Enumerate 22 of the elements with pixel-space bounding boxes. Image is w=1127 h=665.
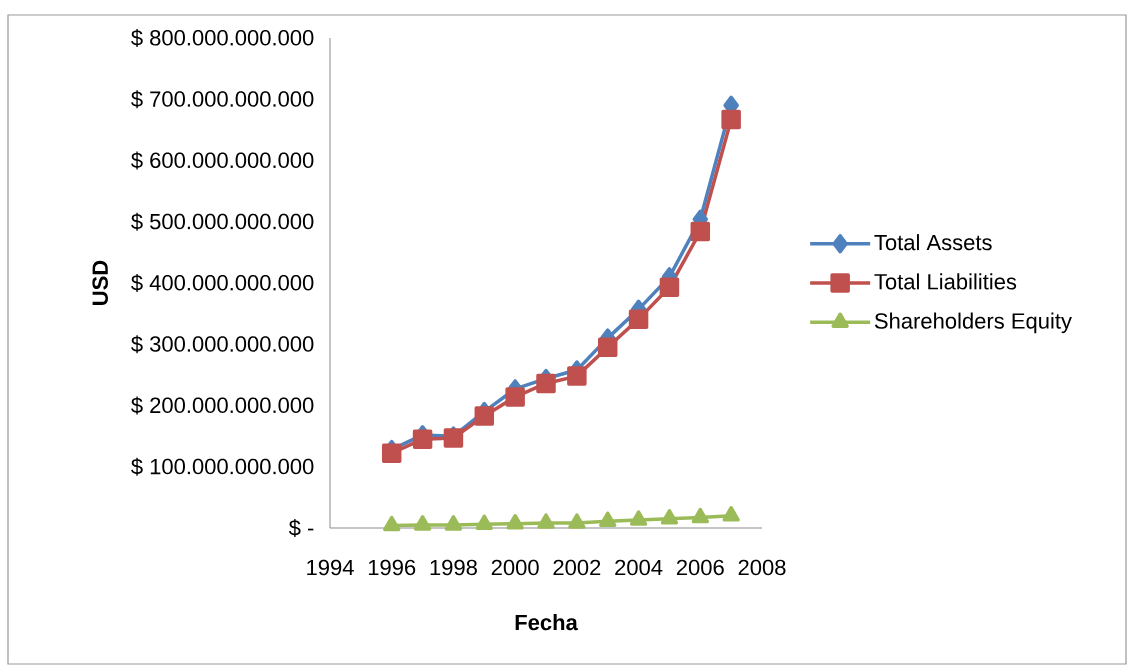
y-tick-label: $ 200.000.000.000 <box>131 396 314 415</box>
y-tick-label: $ - <box>288 519 314 537</box>
x-tick-label: 2000 <box>491 559 539 576</box>
x-tick-label: 2006 <box>676 559 724 576</box>
x-tick-label: 2008 <box>738 559 786 576</box>
x-tick-label: 1996 <box>368 559 416 576</box>
x-tick-label: 2004 <box>615 559 663 576</box>
y-tick-label: $ 500.000.000.000 <box>131 212 314 231</box>
x-axis-title: Fecha <box>515 614 578 631</box>
x-tick-label: 1998 <box>430 559 477 576</box>
y-tick-label: $ 700.000.000.000 <box>131 90 314 109</box>
legend-label: Shareholders Equity <box>874 312 1072 334</box>
x-tick-label: 1994 <box>307 559 354 576</box>
y-tick-label: $ 800.000.000.000 <box>131 29 314 47</box>
y-tick-label: $ 100.000.000.000 <box>131 457 314 476</box>
legend-label: Total Liabilities <box>874 273 1017 290</box>
y-tick-label: $ 400.000.000.000 <box>131 274 314 292</box>
y-axis-title: USD <box>92 260 108 305</box>
y-tick-label: $ 600.000.000.000 <box>131 151 314 170</box>
x-tick-label: 2002 <box>553 559 601 576</box>
legend-label: Total Assets <box>874 234 992 251</box>
y-tick-label: $ 300.000.000.000 <box>131 335 314 354</box>
